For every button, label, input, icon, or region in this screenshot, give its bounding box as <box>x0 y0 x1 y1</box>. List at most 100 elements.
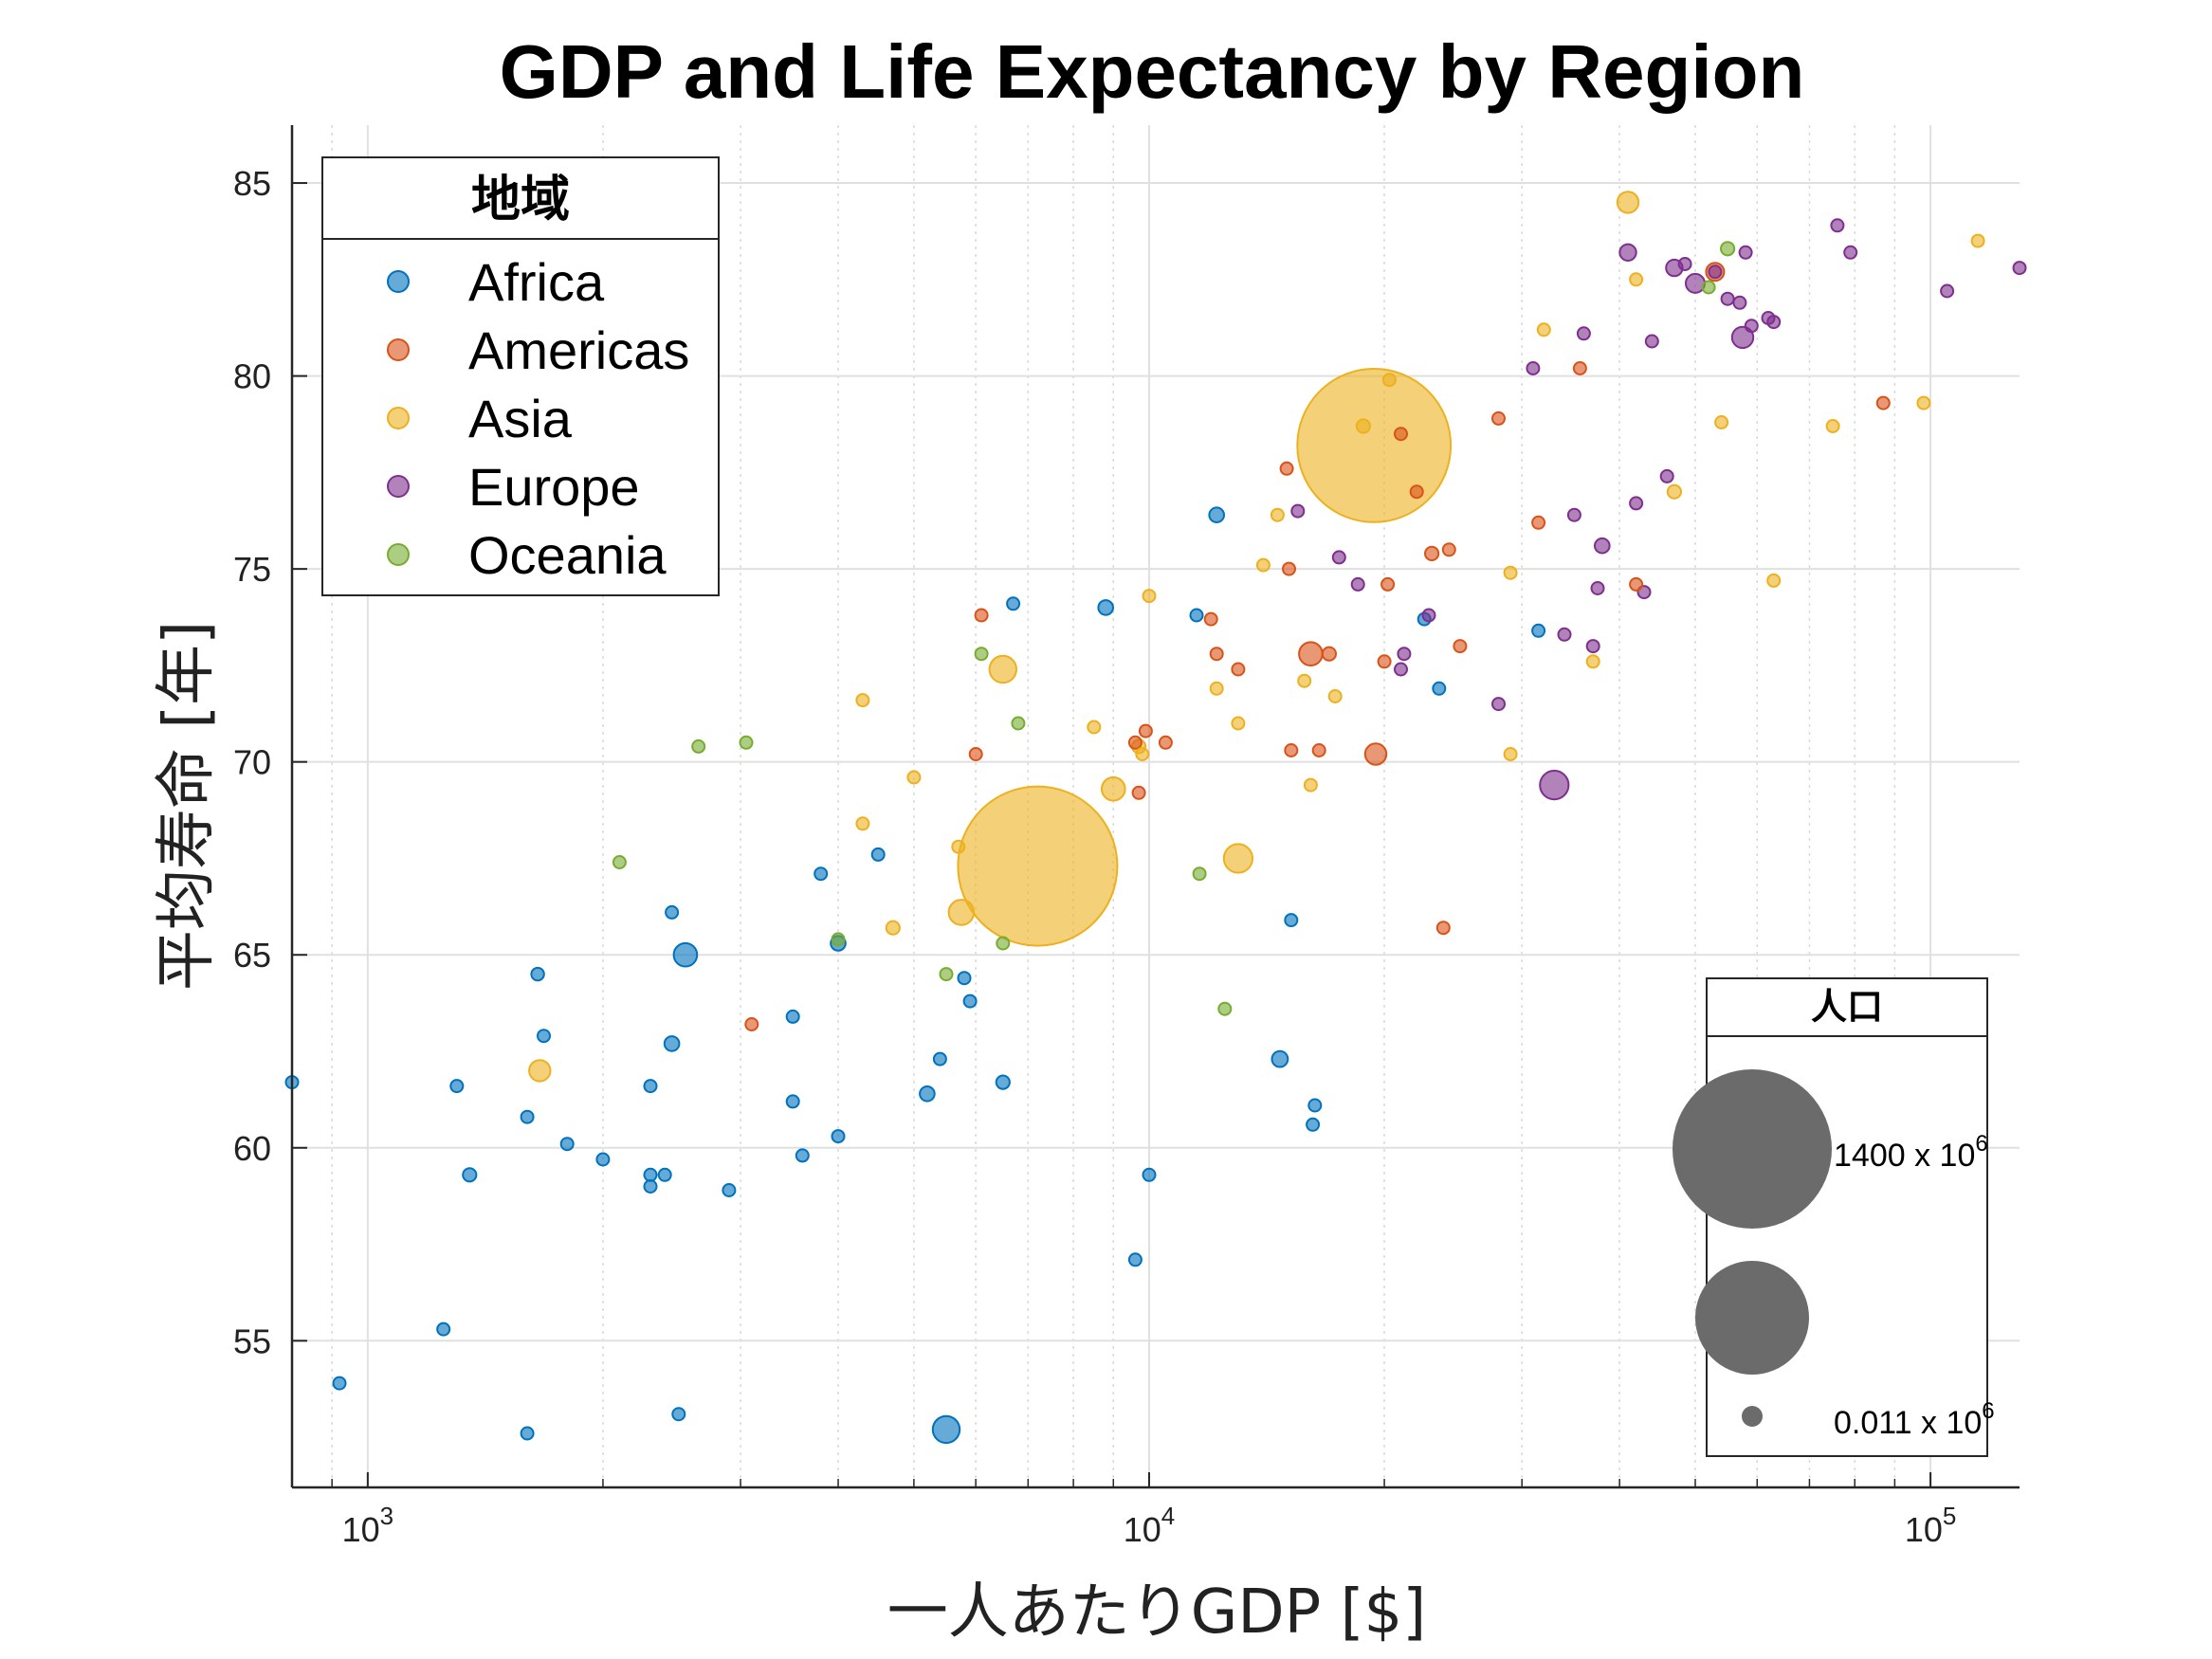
data-point-africa <box>1127 1252 1143 1267</box>
data-point-asia <box>1970 233 1985 248</box>
data-point-africa <box>520 1426 535 1441</box>
data-point-asia <box>1766 573 1782 588</box>
data-point-americas <box>1209 647 1224 662</box>
data-point-africa <box>1208 506 1225 524</box>
data-point-americas <box>1377 654 1392 669</box>
region-legend: 地域 Africa Americas Asia Europe Oceania <box>321 156 720 596</box>
data-point-africa <box>595 1152 611 1167</box>
data-point-americas <box>1491 410 1506 426</box>
data-point-americas <box>1435 921 1451 936</box>
data-point-africa <box>1097 599 1114 616</box>
data-point-europe <box>1732 295 1747 310</box>
data-point-oceania <box>1701 280 1716 295</box>
data-point-asia <box>1270 507 1285 522</box>
legend-marker-oceania <box>387 543 410 566</box>
data-point-europe <box>2012 261 2027 276</box>
size-legend-small-label: 0.011 x 106 <box>1834 1398 1995 1441</box>
data-point-europe <box>1744 319 1759 334</box>
data-point-europe <box>1526 361 1541 375</box>
data-point-oceania <box>996 936 1011 951</box>
data-point-oceania <box>1192 866 1207 882</box>
data-point-americas <box>1138 723 1153 738</box>
data-point-africa <box>332 1376 347 1391</box>
data-point-africa <box>665 904 680 920</box>
data-point-americas <box>1282 561 1296 576</box>
data-point-americas <box>1380 576 1396 592</box>
data-point-africa <box>1531 623 1546 638</box>
data-point-asia <box>528 1059 552 1083</box>
data-point-europe <box>1576 326 1591 341</box>
data-point-europe <box>1677 257 1692 271</box>
data-point-africa <box>957 971 972 986</box>
legend-marker-americas <box>387 338 410 361</box>
y-axis-label: 平均寿命 [年] <box>152 621 222 991</box>
data-point-africa <box>870 847 886 862</box>
data-point-europe <box>1290 503 1306 519</box>
data-point-americas <box>1394 427 1408 442</box>
data-point-oceania <box>831 932 846 947</box>
data-point-asia <box>1222 843 1254 874</box>
data-point-asia <box>855 816 870 831</box>
data-point-europe <box>1738 245 1753 260</box>
data-point-oceania <box>974 647 989 662</box>
axes-layer: 103 104 105 55 60 65 70 75 80 85 <box>233 125 2020 1549</box>
data-point-asia <box>885 920 901 936</box>
data-point-africa <box>643 1167 658 1182</box>
size-legend-small-bubble <box>1742 1406 1763 1427</box>
data-point-europe <box>1421 608 1436 623</box>
data-point-africa <box>520 1109 535 1124</box>
y-tick-label: 60 <box>233 1129 271 1168</box>
data-point-asia <box>1666 483 1683 500</box>
size-legend-large-label: 1400 x 106 <box>1834 1131 1988 1174</box>
data-point-americas <box>1875 395 1891 410</box>
data-point-asia <box>951 839 966 854</box>
data-point-europe <box>1566 507 1581 522</box>
data-point-africa <box>672 941 699 968</box>
data-point-africa <box>831 1129 846 1144</box>
data-point-asia <box>1616 191 1640 214</box>
legend-label-oceania: Oceania <box>468 525 667 585</box>
data-point-europe <box>1331 550 1346 565</box>
data-point-asia <box>1142 589 1157 604</box>
data-point-asia <box>988 654 1018 684</box>
data-point-africa <box>722 1183 737 1197</box>
data-point-asia <box>1135 747 1150 761</box>
data-point-asia <box>1585 654 1600 669</box>
data-point-asia <box>1503 565 1518 580</box>
data-point-asia <box>1101 775 1126 802</box>
data-point-europe <box>1830 218 1845 233</box>
data-point-oceania <box>691 738 706 754</box>
y-tick-label: 80 <box>233 357 271 396</box>
data-point-asia <box>906 770 922 785</box>
data-point-asia <box>1503 747 1518 761</box>
data-point-europe <box>1350 576 1365 592</box>
data-point-americas <box>1279 461 1294 476</box>
data-point-asia <box>1536 322 1551 337</box>
legend-box <box>321 156 720 596</box>
data-point-europe <box>1708 264 1723 280</box>
data-point-asia <box>1255 557 1271 573</box>
data-point-americas <box>1321 646 1338 662</box>
data-point-oceania <box>1217 1001 1233 1016</box>
data-point-africa <box>1006 596 1021 611</box>
data-point-asia <box>1327 689 1343 703</box>
data-point-europe <box>1618 243 1637 262</box>
data-point-americas <box>1158 735 1173 750</box>
data-point-americas <box>1127 735 1143 750</box>
data-point-africa <box>462 1167 478 1183</box>
data-point-africa <box>1284 913 1299 928</box>
data-point-africa <box>795 1148 810 1163</box>
data-point-europe <box>1766 315 1782 330</box>
data-point-europe <box>1594 537 1611 555</box>
data-point-africa <box>1142 1167 1157 1182</box>
y-tick-label: 70 <box>233 743 271 782</box>
data-point-americas <box>968 747 983 761</box>
data-point-asia <box>1087 720 1102 735</box>
data-point-americas <box>1363 742 1388 766</box>
data-point-europe <box>1659 468 1674 483</box>
data-point-africa <box>559 1137 575 1152</box>
data-point-americas <box>1298 641 1324 667</box>
data-point-asia <box>1209 681 1224 696</box>
data-point-americas <box>1572 361 1587 375</box>
